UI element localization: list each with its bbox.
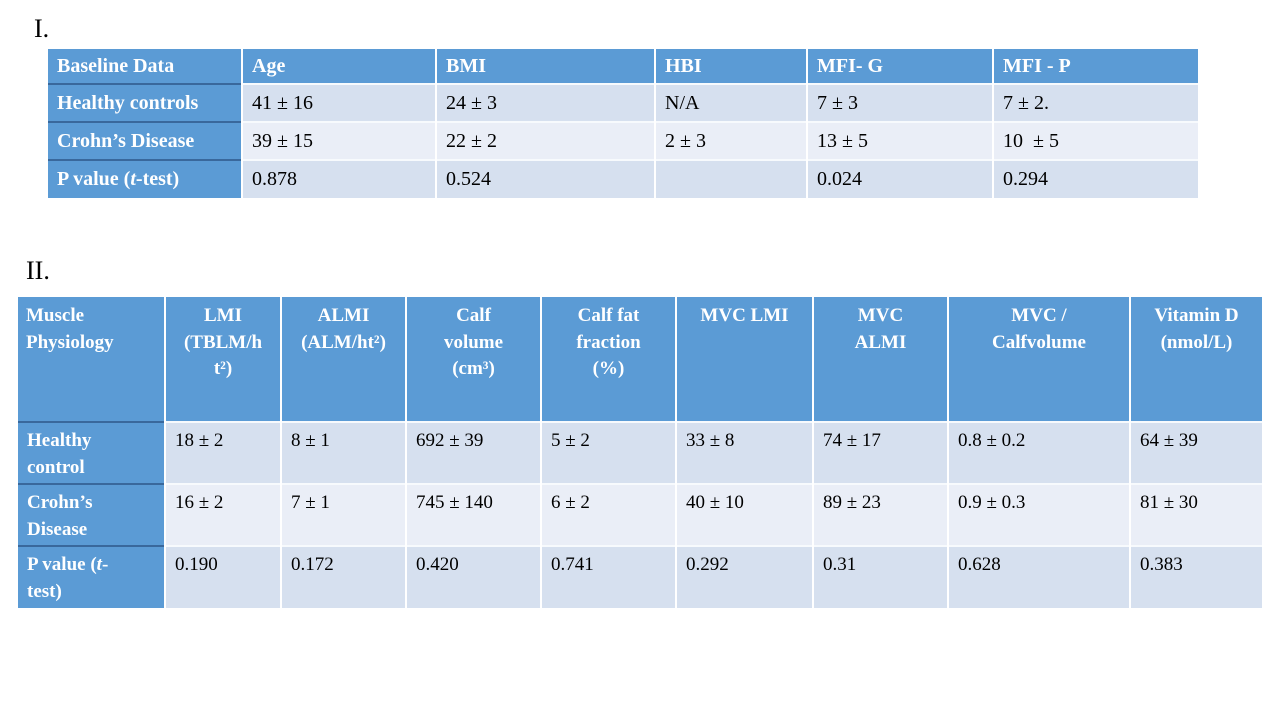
table-header-row: Muscle Physiology LMI (TBLM/h t²) ALMI (AL… — [18, 297, 1262, 422]
table-title-cell: Baseline Data — [48, 49, 242, 84]
data-cell: 40 ± 10 — [675, 483, 813, 547]
data-cell: 0.628 — [947, 545, 1130, 608]
column-header-cell: ALMI (ALM/ht²) — [280, 297, 406, 422]
column-header-cell: Age — [241, 49, 436, 84]
column-header-cell: MVC ALMI — [812, 297, 948, 422]
data-cell: 0.878 — [241, 159, 436, 198]
data-cell: 2 ± 3 — [654, 121, 807, 160]
column-header-cell: MVC / Calfvolume — [947, 297, 1130, 422]
data-cell: 7 ± 1 — [280, 483, 406, 547]
data-cell: 0.420 — [405, 545, 541, 608]
data-cell: 74 ± 17 — [812, 420, 948, 485]
data-cell: 7 ± 2. — [992, 83, 1198, 122]
column-header-cell: Calf volume (cm³) — [405, 297, 541, 422]
column-header-cell: Calf fat fraction (%) — [540, 297, 676, 422]
data-cell: 745 ± 140 — [405, 483, 541, 547]
data-cell: 5 ± 2 — [540, 420, 676, 485]
row-label-cell: Healthy controls — [48, 83, 242, 122]
data-cell: 0.172 — [280, 545, 406, 608]
column-header-cell: MVC LMI — [675, 297, 813, 422]
data-cell: N/A — [654, 83, 807, 122]
section-label-1: I. — [34, 14, 50, 43]
data-cell: 0.292 — [675, 545, 813, 608]
data-cell: 41 ± 16 — [241, 83, 436, 122]
data-cell: 0.190 — [164, 545, 281, 608]
data-cell: 7 ± 3 — [806, 83, 993, 122]
row-label-cell: Healthy control — [18, 420, 165, 485]
baseline-data-table: Baseline Data Age BMI HBI MFI- G MFI - P Heal… — [48, 49, 1198, 198]
data-cell: 0.524 — [435, 159, 655, 198]
data-cell: 39 ± 15 — [241, 121, 436, 160]
column-header-cell: BMI — [435, 49, 655, 84]
data-cell: 22 ± 2 — [435, 121, 655, 160]
data-cell: 33 ± 8 — [675, 420, 813, 485]
section-label-2: II. — [26, 256, 50, 285]
data-cell: 0.383 — [1129, 545, 1262, 608]
muscle-physiology-table: Muscle Physiology LMI (TBLM/h t²) ALMI (AL… — [18, 297, 1262, 608]
data-cell: 692 ± 39 — [405, 420, 541, 485]
data-cell — [654, 159, 807, 198]
row-label-cell: P value (t-test) — [48, 159, 242, 198]
column-header-cell: LMI (TBLM/h t²) — [164, 297, 281, 422]
data-cell: 16 ± 2 — [164, 483, 281, 547]
column-header-cell: MFI- G — [806, 49, 993, 84]
data-cell: 0.024 — [806, 159, 993, 198]
data-cell: 0.741 — [540, 545, 676, 608]
data-cell: 0.294 — [992, 159, 1198, 198]
data-cell: 24 ± 3 — [435, 83, 655, 122]
table-row: P value (t- test) 0.190 0.172 0.420 0.741 0.2… — [18, 545, 1262, 608]
data-cell: 18 ± 2 — [164, 420, 281, 485]
table-title-cell: Muscle Physiology — [18, 297, 165, 422]
row-label-cell: Crohn’s Disease — [18, 483, 165, 547]
column-header-cell: MFI - P — [992, 49, 1198, 84]
column-header-cell: Vitamin D (nmol/L) — [1129, 297, 1262, 422]
data-cell: 0.9 ± 0.3 — [947, 483, 1130, 547]
row-label-cell: P value (t- test) — [18, 545, 165, 608]
data-cell: 81 ± 30 — [1129, 483, 1262, 547]
data-cell: 0.8 ± 0.2 — [947, 420, 1130, 485]
data-cell: 8 ± 1 — [280, 420, 406, 485]
data-cell: 6 ± 2 — [540, 483, 676, 547]
row-label-cell: Crohn’s Disease — [48, 121, 242, 160]
data-cell: 64 ± 39 — [1129, 420, 1262, 485]
data-cell: 10 ± 5 — [992, 121, 1198, 160]
table-row: P value (t-test) 0.878 0.524 0.024 0.294 — [48, 159, 1198, 198]
column-header-cell: HBI — [654, 49, 807, 84]
data-cell: 0.31 — [812, 545, 948, 608]
data-cell: 13 ± 5 — [806, 121, 993, 160]
table-header-row: Baseline Data Age BMI HBI MFI- G MFI - P — [48, 49, 1198, 84]
data-cell: 89 ± 23 — [812, 483, 948, 547]
